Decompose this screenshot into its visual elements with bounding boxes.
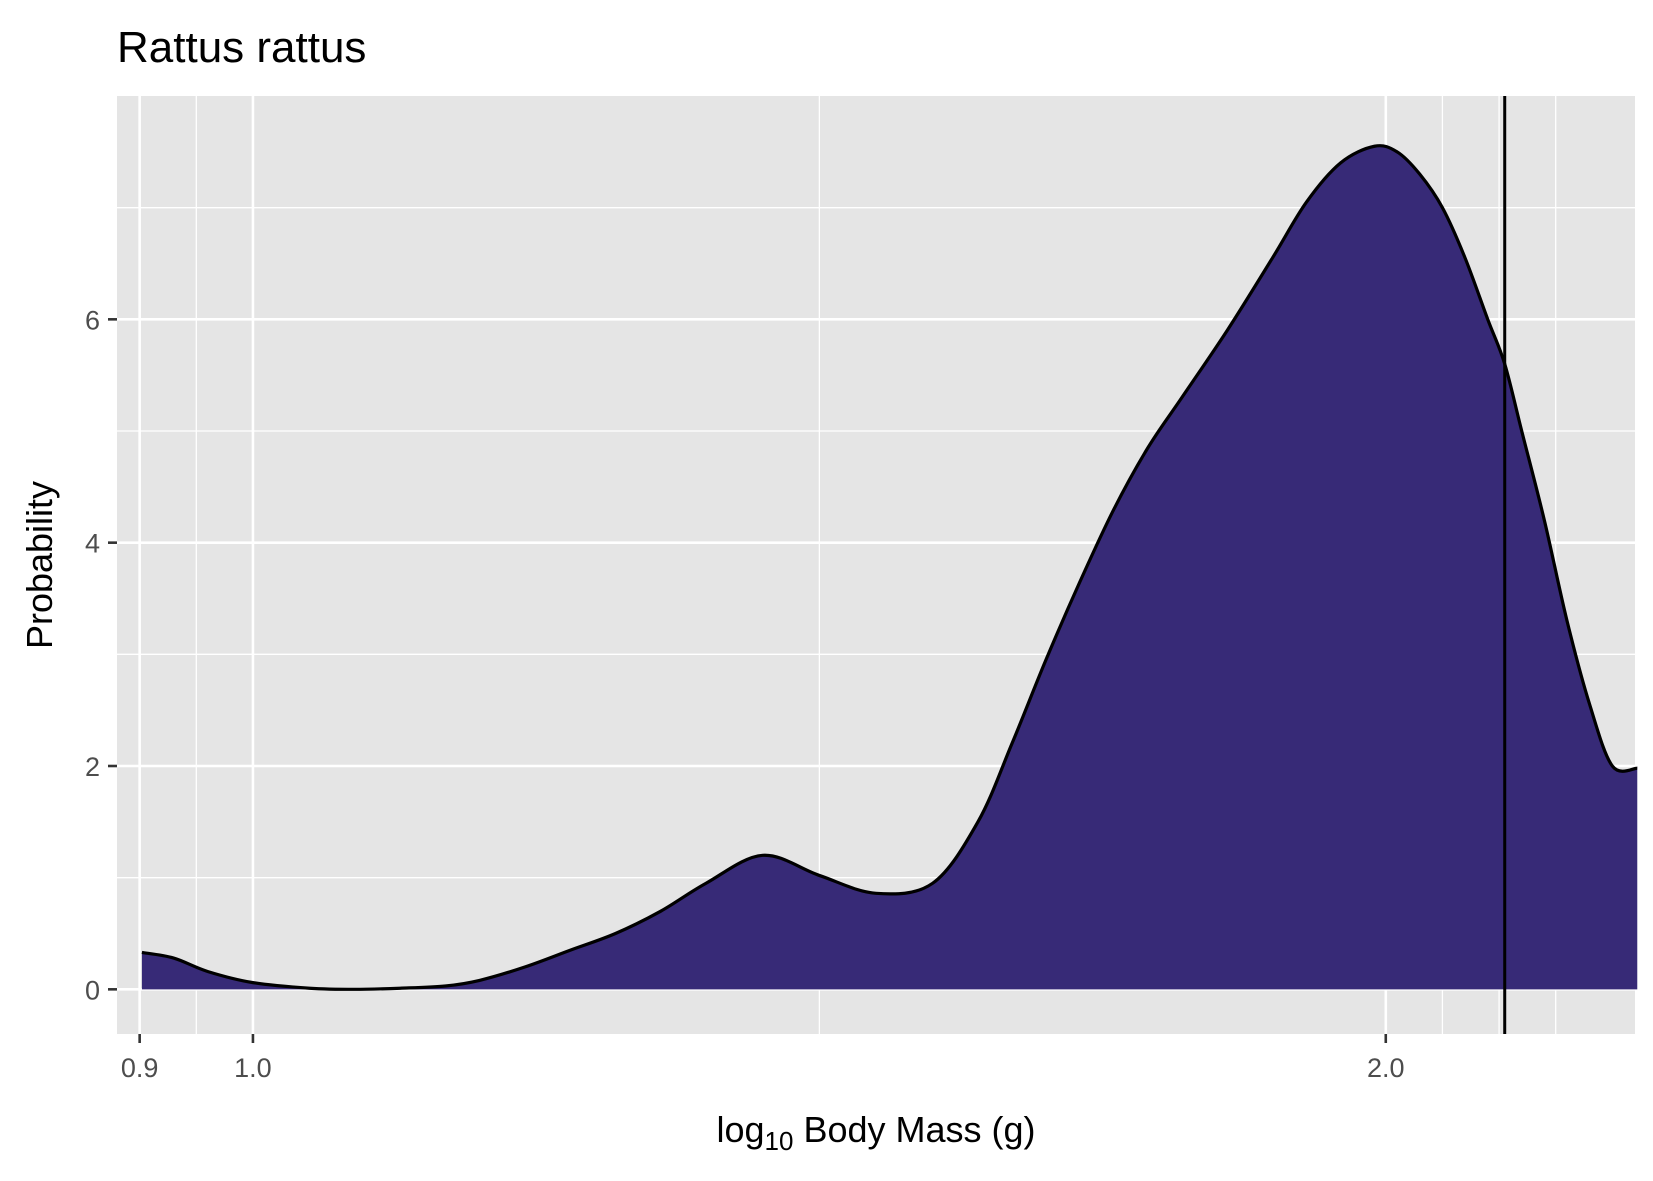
density-curve: [141, 144, 1638, 991]
x-tick-label: 1.0: [234, 1053, 272, 1083]
y-tick-label: 0: [85, 975, 100, 1005]
x-axis-title-prefix: log: [716, 1109, 764, 1150]
x-tick-label: 2.0: [1367, 1053, 1405, 1083]
x-axis: 0.9 1.0 2.0: [121, 1034, 1405, 1083]
y-tick-label: 2: [85, 752, 100, 782]
y-axis-title: Probability: [19, 481, 60, 649]
y-tick-label: 6: [85, 305, 100, 335]
x-axis-title: log10 Body Mass (g): [716, 1109, 1035, 1156]
y-tick-label: 4: [85, 529, 100, 559]
x-tick-label: 0.9: [121, 1053, 159, 1083]
x-axis-title-subscript: 10: [765, 1126, 794, 1156]
x-axis-title-suffix: Body Mass (g): [793, 1109, 1035, 1150]
chart-title: Rattus rattus: [117, 23, 366, 72]
y-axis: 0 2 4 6: [85, 305, 117, 1005]
density-area: [141, 145, 1638, 990]
